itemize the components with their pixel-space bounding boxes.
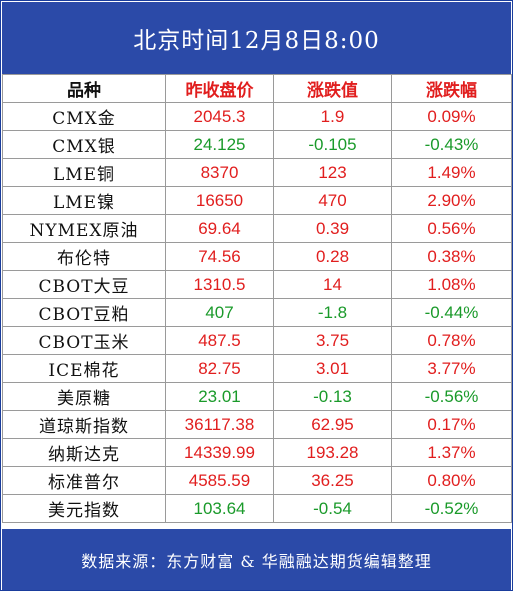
quote-table: 品种 昨收盘价 涨跌值 涨跌幅 CMX金 2045.3 1.9 0.09% CMX银 24… [2,74,512,523]
cell-close: 487.5 [165,326,274,355]
table-row: LME铜 8370 123 1.49% [2,158,512,187]
cell-pct: 1.08% [391,270,512,299]
cell-name: LME镍 [2,186,166,215]
cell-change: 0.39 [273,214,392,243]
cell-close: 36117.38 [165,410,274,439]
cell-name: CBOT玉米 [2,326,166,355]
cell-close: 14339.99 [165,438,274,467]
cell-close: 1310.5 [165,270,274,299]
cell-pct: 0.80% [391,466,512,495]
table-row: NYMEX原油 69.64 0.39 0.56% [2,214,512,243]
table-row: 美原糖 23.01 -0.13 -0.56% [2,382,512,411]
cell-pct: 1.37% [391,438,512,467]
table-row: CBOT豆粕 407 -1.8 -0.44% [2,298,512,327]
column-header-change: 涨跌值 [273,74,392,103]
cell-pct: 0.56% [391,214,512,243]
cell-close: 16650 [165,186,274,215]
table-row: ICE棉花 82.75 3.01 3.77% [2,354,512,383]
column-header-close: 昨收盘价 [165,74,274,103]
cell-change: -1.8 [273,298,392,327]
cell-close: 69.64 [165,214,274,243]
cell-close: 103.64 [165,494,274,523]
table-row: LME镍 16650 470 2.90% [2,186,512,215]
table-row: CBOT大豆 1310.5 14 1.08% [2,270,512,299]
cell-pct: 0.78% [391,326,512,355]
cell-pct: -0.56% [391,382,512,411]
table-row: 标准普尔 4585.59 36.25 0.80% [2,466,512,495]
cell-name: 美原糖 [2,382,166,411]
cell-change: -0.13 [273,382,392,411]
cell-change: 3.01 [273,354,392,383]
cell-pct: 0.17% [391,410,512,439]
cell-name: NYMEX原油 [2,214,166,243]
source-text: 数据来源：东方财富 & 华融融达期货编辑整理 [81,551,432,571]
table-row: 布伦特 74.56 0.28 0.38% [2,242,512,271]
column-header-pct: 涨跌幅 [391,74,512,103]
cell-pct: 2.90% [391,186,512,215]
cell-close: 4585.59 [165,466,274,495]
table-header-row: 品种 昨收盘价 涨跌值 涨跌幅 [2,74,512,103]
column-header-name: 品种 [2,74,166,103]
cell-pct: -0.52% [391,494,512,523]
cell-pct: -0.43% [391,130,512,159]
cell-close: 2045.3 [165,102,274,131]
cell-close: 8370 [165,158,274,187]
cell-change: 62.95 [273,410,392,439]
cell-change: 3.75 [273,326,392,355]
cell-name: 美元指数 [2,494,166,523]
cell-change: 14 [273,270,392,299]
cell-name: CBOT豆粕 [2,298,166,327]
cell-close: 24.125 [165,130,274,159]
table-row: 美元指数 103.64 -0.54 -0.52% [2,494,512,523]
cell-name: 纳斯达克 [2,438,166,467]
table-row: CMX银 24.125 -0.105 -0.43% [2,130,512,159]
cell-close: 82.75 [165,354,274,383]
cell-pct: 1.49% [391,158,512,187]
source-footer: 数据来源：东方财富 & 华融融达期货编辑整理 [2,529,511,590]
table-row: 道琼斯指数 36117.38 62.95 0.17% [2,410,512,439]
cell-change: -0.105 [273,130,392,159]
cell-name: CBOT大豆 [2,270,166,299]
cell-change: 470 [273,186,392,215]
cell-name: CMX银 [2,130,166,159]
cell-change: -0.54 [273,494,392,523]
header-banner: 北京时间12月8日8:00 [2,2,511,74]
cell-change: 1.9 [273,102,392,131]
table-row: CBOT玉米 487.5 3.75 0.78% [2,326,512,355]
cell-pct: 0.38% [391,242,512,271]
cell-name: ICE棉花 [2,354,166,383]
table-row: CMX金 2045.3 1.9 0.09% [2,102,512,131]
cell-close: 407 [165,298,274,327]
cell-name: 布伦特 [2,242,166,271]
cell-pct: -0.44% [391,298,512,327]
cell-name: LME铜 [2,158,166,187]
cell-pct: 0.09% [391,102,512,131]
cell-close: 74.56 [165,242,274,271]
cell-change: 0.28 [273,242,392,271]
cell-name: 标准普尔 [2,466,166,495]
table-row: 纳斯达克 14339.99 193.28 1.37% [2,438,512,467]
cell-change: 36.25 [273,466,392,495]
cell-name: CMX金 [2,102,166,131]
page-title: 北京时间12月8日8:00 [133,28,380,54]
cell-pct: 3.77% [391,354,512,383]
cell-name: 道琼斯指数 [2,410,166,439]
cell-close: 23.01 [165,382,274,411]
cell-change: 123 [273,158,392,187]
cell-change: 193.28 [273,438,392,467]
